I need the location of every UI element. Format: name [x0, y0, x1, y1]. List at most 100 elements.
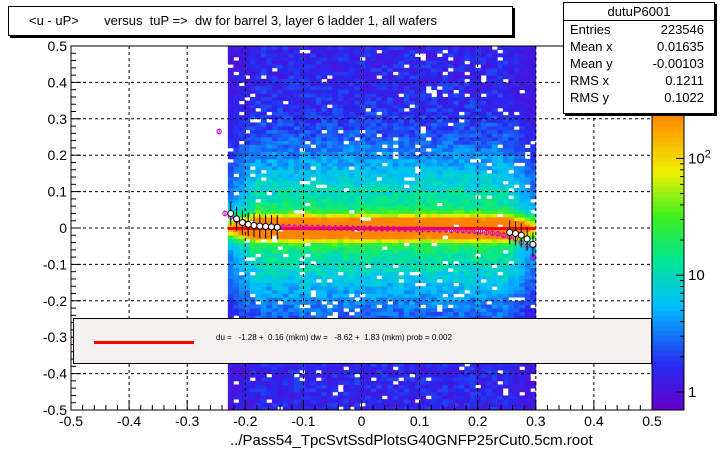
density-cell — [425, 195, 432, 200]
density-cell — [398, 177, 405, 182]
density-cell — [271, 366, 278, 371]
density-cell — [392, 89, 399, 94]
density-cell — [244, 315, 251, 320]
density-cell — [442, 275, 449, 280]
density-cell — [431, 377, 438, 382]
density-cell — [354, 147, 361, 152]
density-cell — [304, 177, 311, 182]
density-cell — [398, 144, 405, 149]
density-cell — [282, 391, 289, 396]
density-cell — [491, 377, 498, 382]
density-cell — [282, 89, 289, 94]
density-cell — [255, 238, 262, 243]
density-cell — [497, 93, 504, 98]
density-cell — [447, 384, 454, 389]
density-cell — [288, 177, 295, 182]
density-cell — [227, 169, 234, 174]
density-cell — [321, 137, 328, 142]
density-cell — [315, 78, 322, 83]
density-cell — [508, 249, 515, 254]
density-cell — [453, 373, 460, 378]
density-cell — [321, 151, 328, 156]
density-cell — [414, 395, 421, 400]
density-cell — [458, 300, 465, 305]
density-cell — [458, 133, 465, 138]
density-cell — [288, 53, 295, 58]
density-cell — [491, 271, 498, 276]
density-cell — [304, 380, 311, 385]
density-cell — [414, 257, 421, 262]
density-cell — [365, 126, 372, 131]
density-cell — [486, 224, 493, 229]
density-cell — [513, 169, 520, 174]
density-cell — [315, 399, 322, 404]
density-cell — [244, 300, 251, 305]
density-cell — [332, 268, 339, 273]
density-cell — [315, 220, 322, 225]
density-cell — [359, 111, 366, 116]
density-cell — [420, 268, 427, 273]
density-cell — [354, 78, 361, 83]
density-cell — [271, 300, 278, 305]
density-cell — [332, 297, 339, 302]
density-cell — [464, 304, 471, 309]
density-cell — [260, 209, 267, 214]
density-cell — [458, 311, 465, 316]
density-cell — [266, 297, 273, 302]
density-cell — [458, 187, 465, 192]
density-cell — [343, 209, 350, 214]
density-cell — [469, 64, 476, 69]
density-cell — [458, 260, 465, 265]
density-cell — [392, 169, 399, 174]
density-cell — [436, 242, 443, 247]
density-cell — [238, 115, 245, 120]
density-cell — [277, 118, 284, 123]
density-cell — [282, 56, 289, 61]
density-cell — [282, 406, 289, 411]
density-cell — [414, 140, 421, 145]
density-cell — [431, 195, 438, 200]
density-cell — [381, 282, 388, 287]
density-cell — [398, 231, 405, 236]
density-cell — [381, 187, 388, 192]
density-cell — [381, 311, 388, 316]
density-cell — [464, 253, 471, 258]
density-cell — [392, 115, 399, 120]
density-cell — [282, 235, 289, 240]
density-cell — [469, 395, 476, 400]
density-cell — [420, 180, 427, 185]
density-cell — [370, 147, 377, 152]
density-cell — [359, 231, 366, 236]
density-cell — [414, 377, 421, 382]
density-cell — [425, 304, 432, 309]
density-cell — [491, 220, 498, 225]
density-cell — [227, 402, 234, 407]
density-cell — [447, 366, 454, 371]
density-cell — [491, 253, 498, 258]
density-cell — [458, 169, 465, 174]
density-cell — [480, 399, 487, 404]
density-cell — [425, 49, 432, 54]
density-cell — [282, 395, 289, 400]
density-cell — [436, 122, 443, 127]
density-cell — [293, 384, 300, 389]
density-cell — [260, 115, 267, 120]
density-cell — [447, 89, 454, 94]
density-cell — [293, 64, 300, 69]
density-cell — [359, 126, 366, 131]
density-cell — [458, 107, 465, 112]
density-cell — [464, 104, 471, 109]
density-cell — [370, 362, 377, 367]
density-cell — [370, 395, 377, 400]
density-cell — [491, 75, 498, 80]
density-cell — [277, 86, 284, 91]
density-cell — [293, 140, 300, 145]
density-cell — [260, 158, 267, 163]
density-cell — [453, 308, 460, 313]
density-cell — [227, 388, 234, 393]
density-cell — [288, 282, 295, 287]
density-cell — [497, 268, 504, 273]
density-cell — [469, 60, 476, 65]
density-cell — [392, 184, 399, 189]
density-cell — [282, 249, 289, 254]
